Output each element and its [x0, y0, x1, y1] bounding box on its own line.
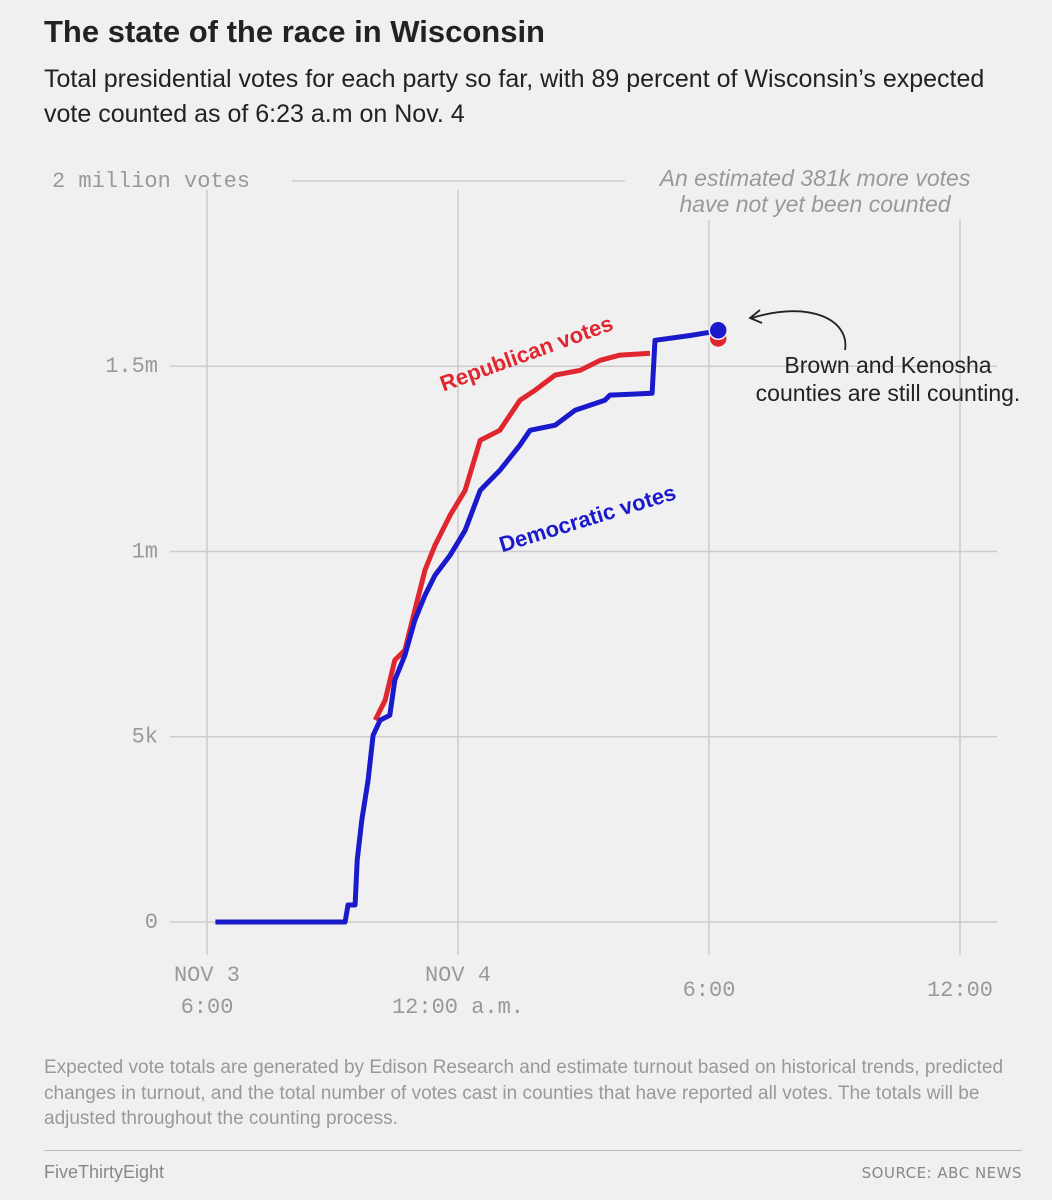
title: The state of the race in Wisconsin — [44, 14, 545, 49]
annotation: Brown and Kenosha counties are still coun… — [756, 352, 1021, 406]
y-tick-label: 2 million votes — [52, 169, 250, 194]
y-tick-label: 5k — [132, 725, 158, 750]
end-marker — [708, 320, 728, 341]
series-line — [215, 329, 711, 925]
annotation-arrow — [751, 310, 847, 351]
annotation-background — [625, 168, 1003, 220]
footnote: Expected vote totals are generated by Ed… — [44, 1057, 1004, 1129]
y-tick-label: 1.5m — [105, 354, 158, 379]
series-line — [372, 350, 651, 722]
arrow-head — [748, 309, 763, 324]
y-tick-label: 0 — [145, 910, 158, 935]
source: SOURCE: ABC NEWS — [861, 1164, 1022, 1182]
x-tick-label: 12:00 — [927, 978, 993, 1003]
series-label: Republican votes — [437, 311, 617, 397]
subtitle: Total presidential votes for each party … — [44, 65, 985, 128]
brand: FiveThirtyEight — [44, 1162, 165, 1182]
y-tick-label: 1m — [132, 539, 158, 564]
annotation: An estimated 381k more votes have not yet… — [658, 165, 971, 217]
x-tick-label: NOV 3 6:00 — [174, 963, 240, 1020]
x-tick-label: NOV 4 12:00 a.m. — [392, 963, 524, 1020]
grid — [170, 180, 997, 955]
series-label: Democratic votes — [496, 480, 679, 558]
x-tick-label: 6:00 — [683, 978, 736, 1003]
divider — [44, 1150, 1022, 1151]
